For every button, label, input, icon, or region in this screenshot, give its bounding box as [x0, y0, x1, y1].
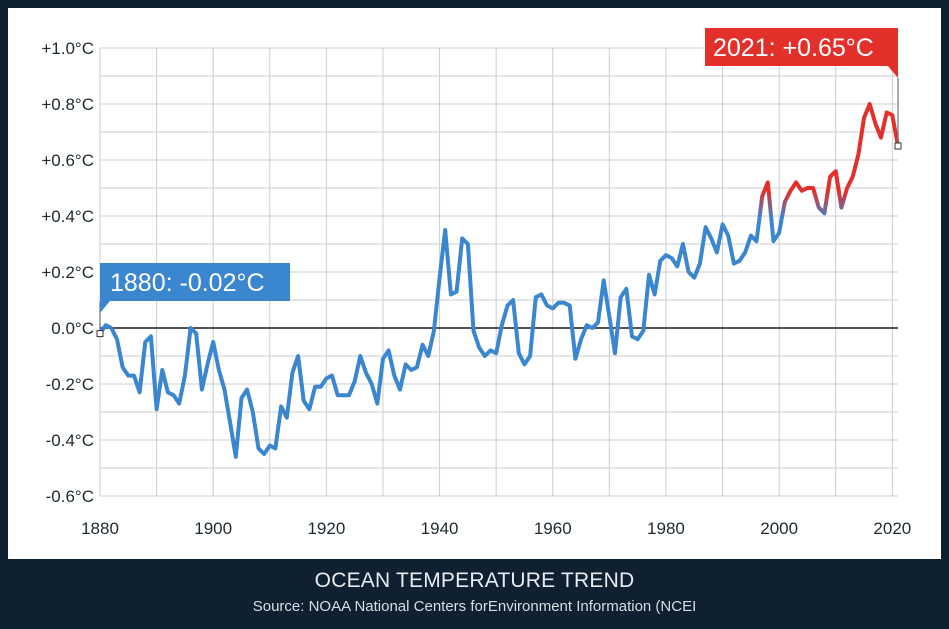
callout-layer: 1880: -0.02°C 2021: +0.65°C [96, 28, 902, 338]
x-tick-label: 2020 [873, 519, 911, 538]
y-tick-label: +0.6°C [41, 151, 94, 170]
x-tick-label: 1880 [81, 519, 119, 538]
y-tick-label: -0.2°C [46, 375, 94, 394]
caption: OCEAN TEMPERATURE TREND Source: NOAA Nat… [0, 566, 949, 618]
x-tick-label: 1940 [421, 519, 459, 538]
y-tick-label: 0.0°C [51, 319, 94, 338]
callout-marker-2021 [894, 142, 902, 150]
grid-lines [99, 47, 898, 497]
temperature-series-line [98, 102, 900, 459]
y-tick-label: -0.6°C [46, 487, 94, 506]
series-layer [98, 102, 900, 459]
chart-caption-title: OCEAN TEMPERATURE TREND [314, 569, 635, 592]
chart-frame: -0.6°C -0.4°C -0.2°C 0.0°C +0.2°C +0.4°C +0.6°… [8, 8, 941, 559]
y-tick-label: +0.8°C [41, 95, 94, 114]
y-tick-label: +1.0°C [41, 39, 94, 58]
callout-box-1880 [100, 263, 290, 313]
x-tick-label: 1980 [647, 519, 685, 538]
callout-label-1880: 1880: -0.02°C [110, 269, 265, 297]
x-tick-label: 2000 [760, 519, 798, 538]
x-tick-label: 1900 [194, 519, 232, 538]
x-tick-label: 1960 [534, 519, 572, 538]
y-tick-label: +0.2°C [41, 263, 94, 282]
temperature-chart: -0.6°C -0.4°C -0.2°C 0.0°C +0.2°C +0.4°C +0.6°… [41, 28, 911, 538]
y-tick-label: -0.4°C [46, 431, 94, 450]
callout-label-2021: 2021: +0.65°C [713, 34, 874, 62]
x-axis-ticks: 1880 1900 1920 1940 1960 1980 2000 2020 [81, 519, 911, 538]
y-axis-ticks: -0.6°C -0.4°C -0.2°C 0.0°C +0.2°C +0.4°C +0.6°… [41, 39, 94, 506]
y-tick-label: +0.4°C [41, 207, 94, 226]
callout-marker-1880 [96, 330, 104, 338]
x-tick-label: 1920 [307, 519, 345, 538]
chart-caption-source: Source: NOAA National Centers forEnviron… [252, 598, 697, 615]
callout-box-2021 [705, 28, 898, 78]
